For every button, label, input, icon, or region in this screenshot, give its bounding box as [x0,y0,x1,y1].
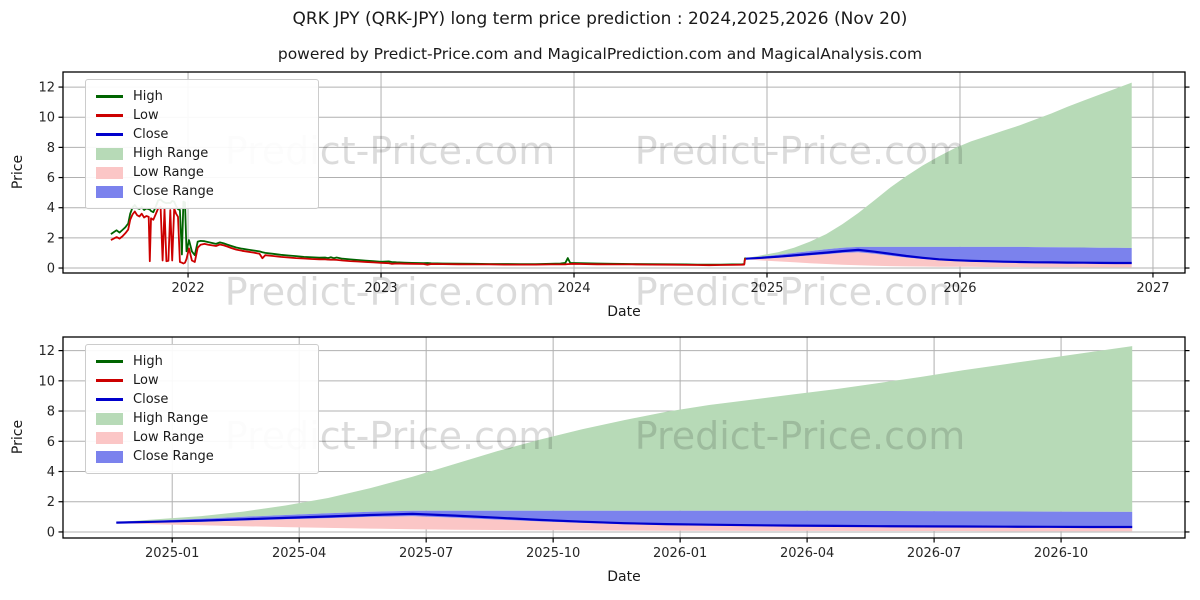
close-line [116,512,1133,529]
y-tick-label: 10 [38,111,55,126]
y-tick-label: 12 [38,81,55,96]
y-tick-label: 8 [47,405,55,420]
page-title: QRK JPY (QRK-JPY) long term price predic… [292,9,908,29]
x-tick-label: 2025-10 [526,546,580,561]
x-tick-label: 2023 [364,281,397,296]
legend-item-low: Low [96,371,308,390]
legend-swatch-icon [96,398,123,401]
legend-label: Close [133,127,169,142]
x-tick-label: 2027 [1136,281,1169,296]
high-range-area [116,346,1133,523]
y-tick-label: 2 [47,495,55,510]
legend-label: High Range [133,411,209,426]
x-tick-label: 2026-10 [1034,546,1088,561]
legend-swatch-icon [96,147,123,160]
y-tick-label: 4 [47,465,55,480]
legend-item-low-range: Low Range [96,428,308,447]
legend-item-low: Low [96,106,308,125]
legend-item-close: Close [96,125,308,144]
low-line [110,206,747,267]
legend-swatch-icon [96,185,123,198]
legend-swatch-icon [96,166,123,179]
top-chart-legend: High Low Close High Range Low Range Close Ran… [85,79,319,209]
plot-frame [62,336,1186,539]
legend-label: High [133,354,163,369]
legend-label: Close Range [133,184,214,199]
legend-item-high-range: High Range [96,409,308,428]
x-tick-label: 2026-07 [907,546,961,561]
close-line [745,248,1132,265]
legend-item-high: High [96,352,308,371]
high-line [110,198,747,266]
legend-swatch-icon [96,114,123,117]
y-tick-label: 6 [47,171,55,186]
top-chart-xlabel: Date [607,304,641,320]
y-tick-label: 10 [38,374,55,389]
legend-label: High Range [133,146,209,161]
x-tick-label: 2025-01 [145,546,199,561]
x-tick-label: 2024 [557,281,590,296]
low-range-area [745,252,1132,268]
legend-swatch-icon [96,379,123,382]
legend-label: Close [133,392,169,407]
x-tick-label: 2025-04 [272,546,326,561]
legend-label: Low [133,373,159,388]
chart-subtitle: powered by Predict-Price.com and Magical… [277,45,923,63]
legend-item-high: High [96,87,308,106]
x-tick-label: 2026-01 [653,546,707,561]
high-range-area [745,82,1132,259]
x-tick-label: 2026 [943,281,976,296]
legend-swatch-icon [96,133,123,136]
legend-label: Low [133,108,159,123]
y-tick-label: 4 [47,201,55,216]
x-tick-label: 2025-07 [399,546,453,561]
plot-frame [62,71,1186,274]
y-tick-label: 0 [47,525,55,540]
legend-swatch-icon [96,95,123,98]
x-tick-label: 2022 [172,281,205,296]
x-tick-label: 2026-04 [780,546,834,561]
legend-item-high-range: High Range [96,144,308,163]
legend-swatch-icon [96,412,123,425]
y-tick-label: 12 [38,344,55,359]
legend-item-close-range: Close Range [96,447,308,466]
legend-swatch-icon [96,431,123,444]
legend-swatch-icon [96,360,123,363]
legend-item-close: Close [96,390,308,409]
y-tick-label: 8 [47,141,55,156]
legend-item-low-range: Low Range [96,163,308,182]
bottom-chart: 2025-01 2025-04 2025-07 2025-10 2026-01 2026-… [38,336,1190,561]
y-tick-label: 6 [47,435,55,450]
top-chart-ylabel: Price [10,154,26,190]
legend-label: High [133,89,163,104]
bottom-chart-xlabel: Date [607,569,641,585]
legend-item-close-range: Close Range [96,182,308,201]
legend-label: Close Range [133,449,214,464]
legend-swatch-icon [96,450,123,463]
bottom-chart-ylabel: Price [10,419,26,455]
legend-label: Low Range [133,165,204,180]
low-range-area [116,516,1133,532]
y-tick-label: 2 [47,231,55,246]
legend-label: Low Range [133,430,204,445]
bottom-chart-legend: High Low Close High Range Low Range Close Ran… [85,344,319,474]
y-tick-label: 0 [47,262,55,277]
x-tick-label: 2025 [750,281,783,296]
